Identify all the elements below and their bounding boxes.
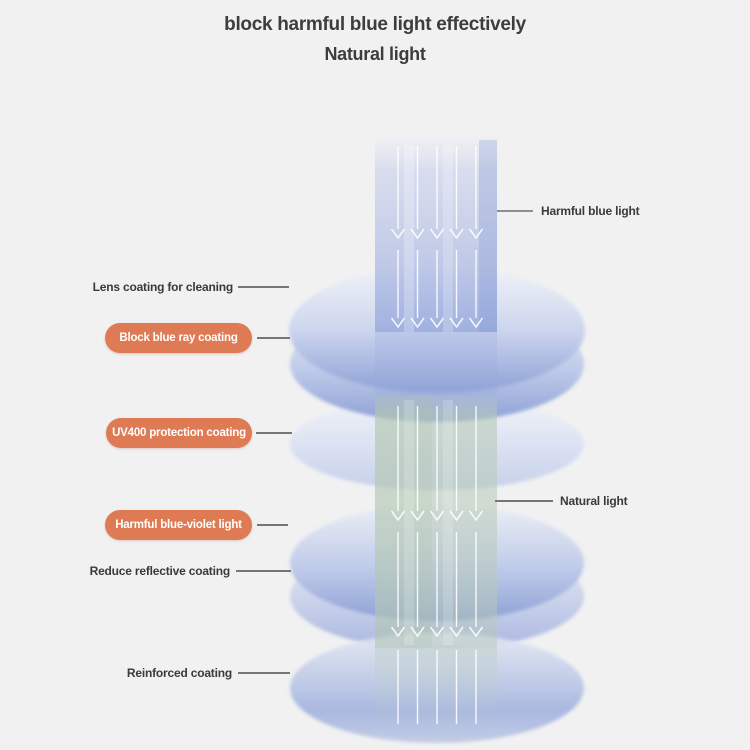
beam-green-bottom xyxy=(375,648,497,734)
beam-highlight-strip-2 xyxy=(443,145,453,332)
beam-blue-through-lens xyxy=(375,332,497,396)
pill-uv400-protection-coating: UV400 protection coating xyxy=(106,418,252,448)
page-title: block harmful blue light effectively xyxy=(224,14,526,35)
beam-highlight-strip-4 xyxy=(443,400,453,645)
callout-line-natural-light xyxy=(495,500,553,502)
beam-highlight-strip-3 xyxy=(404,400,414,645)
callout-line-block-blue-ray xyxy=(257,337,290,339)
callout-line-lens-coating-cleaning xyxy=(238,286,289,288)
callout-line-harmful-blue-light xyxy=(497,210,533,212)
beam-highlight-strip-1 xyxy=(404,145,414,332)
callout-line-reinforced xyxy=(238,672,290,674)
callout-label-reinforced: Reinforced coating xyxy=(126,666,232,680)
callout-label-reduce-reflective: Reduce reflective coating xyxy=(89,564,231,578)
callout-line-reduce-reflective xyxy=(236,570,291,572)
pill-block-blue-ray-coating: Block blue ray coating xyxy=(105,323,252,353)
beam-right-strip xyxy=(479,140,497,332)
callout-label-harmful-blue-light: Harmful blue light xyxy=(541,204,640,218)
callout-line-blue-violet xyxy=(257,524,288,526)
callout-label-lens-coating-cleaning: Lens coating for cleaning xyxy=(92,280,234,294)
light-beam xyxy=(375,135,497,734)
title-block: block harmful blue light effectively Nat… xyxy=(0,14,750,65)
page-subtitle: Natural light xyxy=(324,44,426,64)
pill-harmful-blue-violet-light: Harmful blue-violet light xyxy=(105,510,252,540)
beam-green-left-tint xyxy=(375,396,432,648)
light-arrows xyxy=(390,146,484,724)
callout-label-natural-light: Natural light xyxy=(560,494,628,508)
callout-line-uv400 xyxy=(256,432,292,434)
